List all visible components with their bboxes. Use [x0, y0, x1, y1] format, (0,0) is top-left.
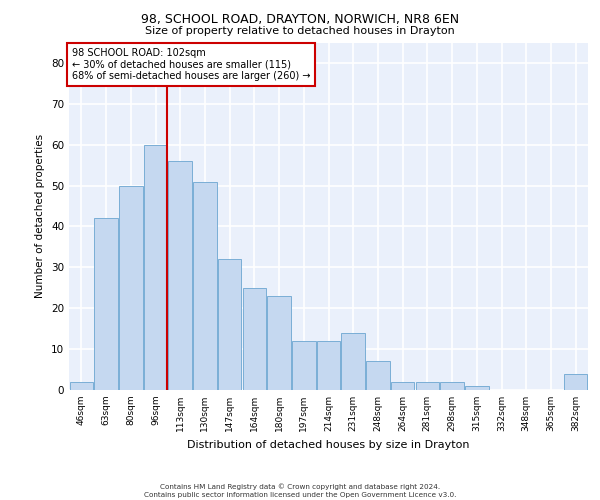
Bar	[242, 288, 266, 390]
Text: 98, SCHOOL ROAD, DRAYTON, NORWICH, NR8 6EN: 98, SCHOOL ROAD, DRAYTON, NORWICH, NR8 6…	[141, 12, 459, 26]
Bar	[169, 161, 192, 390]
Bar	[94, 218, 118, 390]
Bar	[440, 382, 464, 390]
Bar	[144, 144, 167, 390]
Bar	[193, 182, 217, 390]
X-axis label: Distribution of detached houses by size in Drayton: Distribution of detached houses by size …	[187, 440, 470, 450]
Bar	[341, 333, 365, 390]
Bar	[564, 374, 587, 390]
Bar	[416, 382, 439, 390]
Bar	[119, 186, 143, 390]
Bar	[70, 382, 93, 390]
Bar	[366, 362, 389, 390]
Text: Contains HM Land Registry data © Crown copyright and database right 2024.
Contai: Contains HM Land Registry data © Crown c…	[144, 484, 456, 498]
Text: 98 SCHOOL ROAD: 102sqm
← 30% of detached houses are smaller (115)
68% of semi-de: 98 SCHOOL ROAD: 102sqm ← 30% of detached…	[71, 48, 310, 81]
Bar	[268, 296, 291, 390]
Bar	[317, 341, 340, 390]
Bar	[391, 382, 415, 390]
Bar	[218, 259, 241, 390]
Bar	[292, 341, 316, 390]
Bar	[465, 386, 488, 390]
Y-axis label: Number of detached properties: Number of detached properties	[35, 134, 46, 298]
Text: Size of property relative to detached houses in Drayton: Size of property relative to detached ho…	[145, 26, 455, 36]
